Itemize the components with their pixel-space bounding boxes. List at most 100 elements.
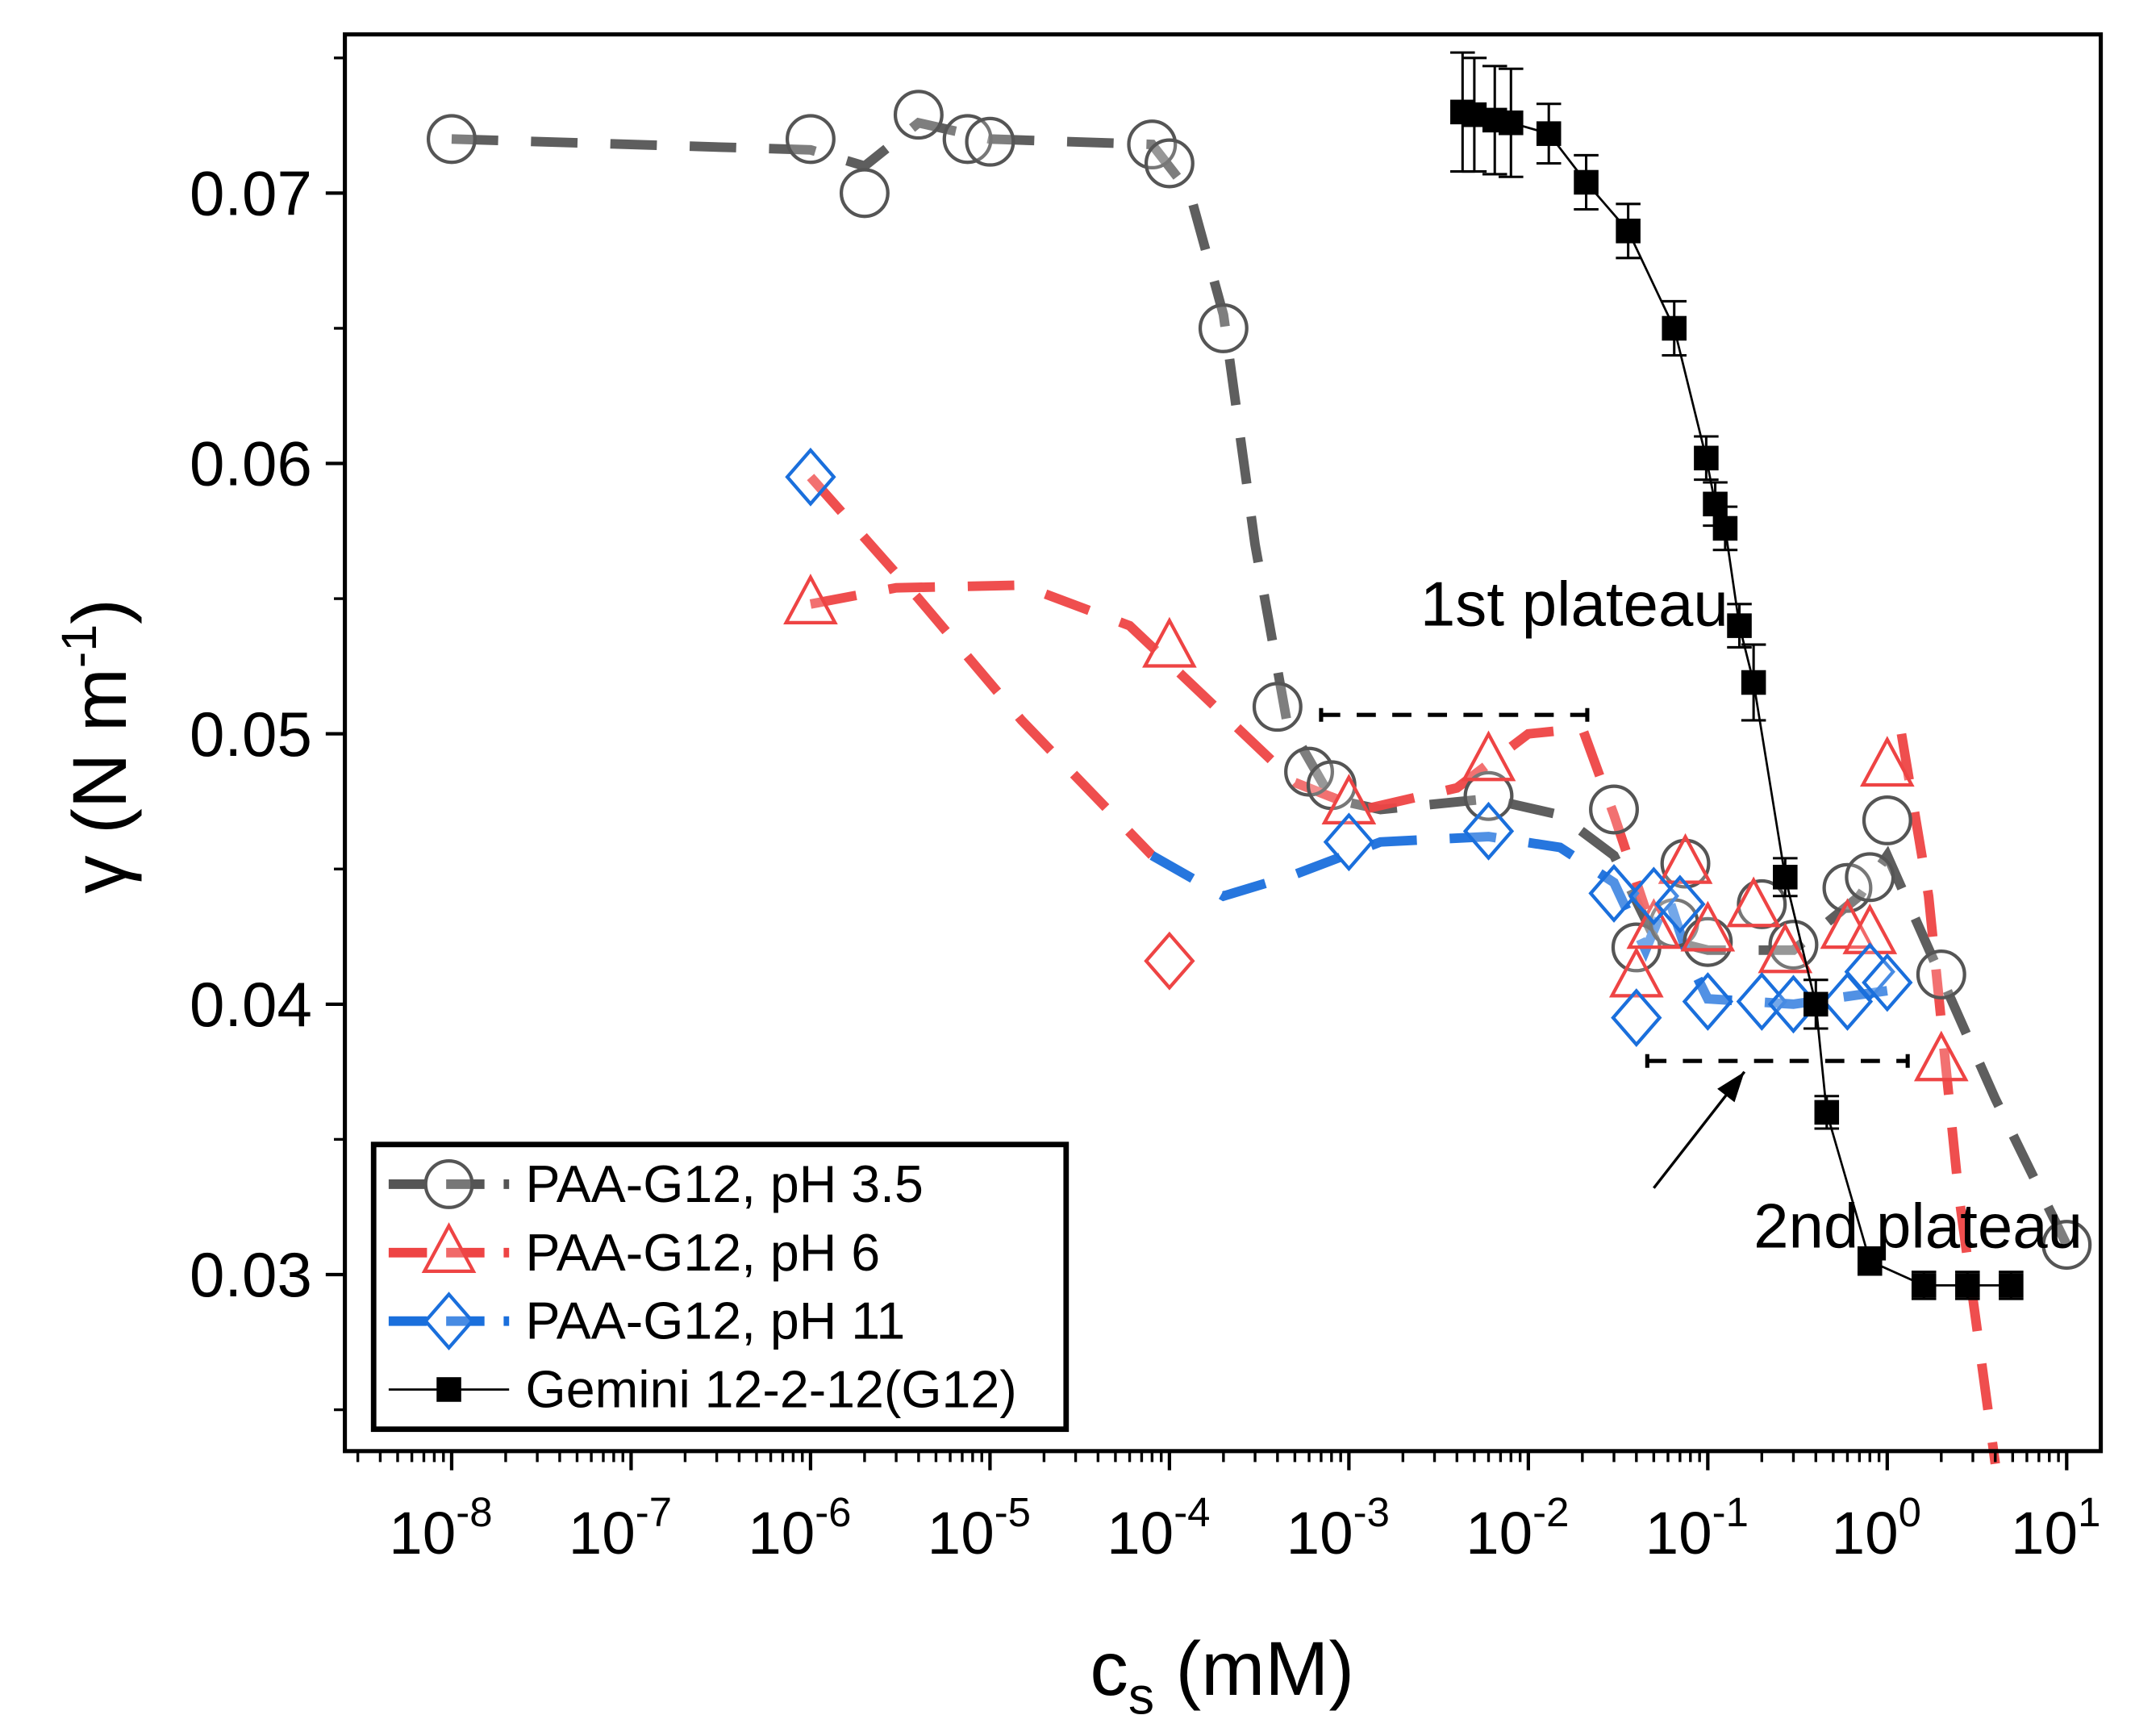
x-tick-label: 10-6: [748, 1489, 851, 1567]
g12-line: [1462, 111, 2012, 1287]
x-tick-base: 10: [1466, 1499, 1532, 1567]
data-point-circle: [785, 114, 836, 165]
data-point-square: [1662, 315, 1687, 341]
data-point-triangle: [1758, 922, 1813, 974]
x-tick-base: 10: [1107, 1499, 1174, 1567]
data-point-square: [1574, 169, 1599, 195]
data-point-triangle: [783, 574, 838, 625]
y-tick-label: 0.06: [190, 428, 312, 499]
data-point-circle: [893, 90, 944, 140]
x-tick-exp: -5: [995, 1489, 1031, 1535]
data-point-circle: [965, 116, 1015, 167]
data-point-circle: [1463, 770, 1514, 821]
data-point-diamond: [785, 447, 836, 507]
x-tick-label: 100: [1832, 1489, 1921, 1567]
x-tick-base: 10: [569, 1499, 636, 1567]
data-point-circle: [1252, 682, 1303, 732]
plateau-label: 2nd plateau: [1753, 1190, 2083, 1261]
data-point-circle: [1683, 916, 1733, 967]
y-tick-label: 0.03: [190, 1239, 312, 1310]
legend-label: PAA-G12, pH 3.5: [526, 1155, 924, 1213]
x-tick-base: 10: [1645, 1499, 1712, 1567]
x-tick-exp: 0: [1899, 1489, 1921, 1535]
x-tick-label: 10-1: [1645, 1489, 1749, 1567]
data-point-circle: [427, 114, 477, 165]
data-point-square: [1803, 991, 1829, 1017]
data-point-triangle: [1461, 730, 1516, 782]
x-tick-base: 10: [1832, 1499, 1899, 1567]
data-point-square: [1911, 1273, 1937, 1298]
y-tick-label: 0.05: [190, 699, 312, 770]
y-tick-label: 0.07: [190, 158, 312, 229]
data-point-diamond: [1844, 942, 1895, 1002]
data-point-diamond: [1588, 864, 1640, 923]
data-point-triangle: [1608, 946, 1664, 998]
data-point-circle: [1127, 119, 1178, 170]
data-point-square: [1727, 613, 1752, 638]
x-tick-label: 10-4: [1107, 1489, 1210, 1567]
x-tick-label: 10-5: [928, 1489, 1031, 1567]
fit-curve-triangle: [809, 580, 1650, 912]
x-tick-base: 10: [748, 1499, 815, 1567]
legend-label: Gemini 12-2-12(G12): [526, 1361, 1017, 1419]
data-point-diamond: [1682, 972, 1734, 1031]
data-point-diamond: [1323, 812, 1375, 872]
data-point-square: [1741, 670, 1766, 695]
x-tick-base: 10: [389, 1499, 456, 1567]
data-point-square: [1712, 515, 1738, 541]
data-point-diamond: [1654, 874, 1706, 934]
legend-marker-diamond: [423, 1292, 475, 1351]
data-point-diamond: [1736, 972, 1787, 1031]
data-point-square: [1955, 1273, 1980, 1298]
plateau-label: 1st plateau: [1420, 569, 1728, 640]
data-point-square: [1814, 1100, 1840, 1125]
data-point-square: [1857, 1248, 1883, 1274]
x-tick-exp: -2: [1532, 1489, 1569, 1535]
fit-curve-triangle: [1896, 732, 2000, 1465]
legend-label: PAA-G12, pH 6: [526, 1224, 881, 1282]
fit-curve-circle: [451, 117, 2071, 1247]
x-axis-label: cs (mM): [1090, 1626, 1354, 1726]
x-tick-label: 10-7: [569, 1489, 672, 1567]
data-point-circle: [1198, 303, 1249, 353]
data-point-square: [1499, 110, 1524, 136]
data-point-circle: [1589, 784, 1639, 835]
legend: PAA-G12, pH 3.5 PAA-G12, pH 6 PAA-G12, pH …: [370, 1141, 1070, 1433]
arrow-head-icon: [1717, 1071, 1745, 1103]
data-point-triangle: [1680, 900, 1736, 952]
legend-marker-triangle: [421, 1222, 477, 1273]
x-tick-exp: -6: [815, 1489, 851, 1535]
data-point-circle: [1144, 138, 1195, 189]
legend-label: PAA-G12, pH 11: [526, 1292, 906, 1350]
data-point-triangle: [1321, 774, 1377, 825]
x-tick-label: 10-8: [389, 1489, 492, 1567]
x-tick-exp: 1: [2078, 1489, 2100, 1535]
y-axis-label: γ (N m-1): [52, 599, 143, 894]
data-point-triangle: [1842, 903, 1898, 954]
data-point-circle: [839, 168, 890, 219]
legend-marker-square: [436, 1377, 461, 1402]
x-tick-base: 10: [928, 1499, 995, 1567]
data-point-triangle: [1726, 876, 1781, 928]
x-tick-label: 101: [2011, 1489, 2100, 1567]
data-point-circle: [2041, 1220, 2092, 1271]
y-tick-label: 0.04: [190, 969, 312, 1040]
data-point-triangle: [1913, 1030, 1969, 1082]
data-point-diamond: [1462, 801, 1515, 861]
data-point-square: [1616, 219, 1641, 244]
data-point-square: [1999, 1273, 2024, 1298]
x-tick-exp: -3: [1353, 1489, 1390, 1535]
x-tick-label: 10-2: [1466, 1489, 1569, 1567]
fit-curve-triangle: [807, 474, 1156, 859]
x-tick-label: 10-3: [1286, 1489, 1390, 1567]
data-point-circle: [1845, 852, 1895, 903]
legend-marker-circle: [423, 1158, 474, 1209]
x-tick-exp: -1: [1712, 1489, 1749, 1535]
x-tick-exp: -7: [636, 1489, 672, 1535]
data-point-square: [1694, 445, 1719, 471]
x-tick-base: 10: [1286, 1499, 1353, 1567]
data-point-triangle: [1142, 616, 1197, 668]
x-tick-exp: -4: [1174, 1489, 1210, 1535]
data-point-circle: [1916, 949, 1966, 999]
